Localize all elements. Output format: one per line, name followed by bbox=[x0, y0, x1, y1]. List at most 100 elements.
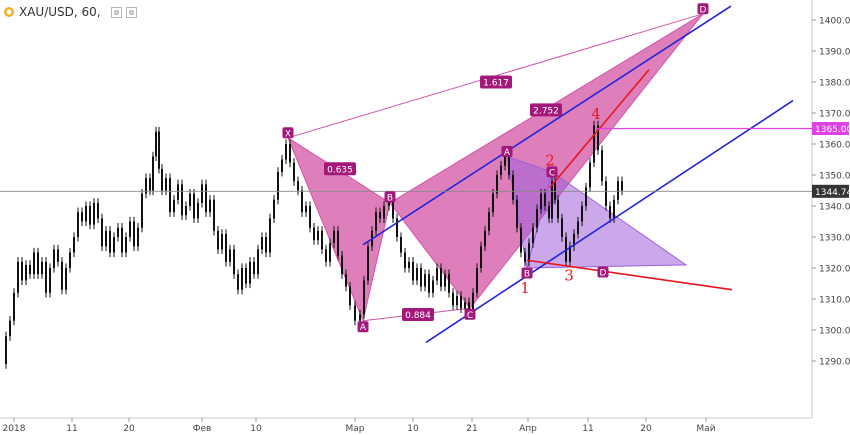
ratio-label: 1.617 bbox=[483, 79, 509, 89]
candle-body bbox=[253, 261, 255, 275]
candle-body bbox=[41, 261, 43, 275]
candle-body bbox=[532, 227, 534, 244]
trend-line-1-3 bbox=[526, 259, 733, 291]
candle-body bbox=[105, 230, 107, 247]
candle-body bbox=[77, 212, 79, 237]
candle-body bbox=[480, 246, 482, 268]
wave-number-label: 4 bbox=[591, 105, 601, 123]
candle-body bbox=[516, 199, 518, 228]
price-tick-label: 1350.00 bbox=[819, 172, 850, 182]
candle-body bbox=[93, 202, 95, 225]
time-tick-label: 21 bbox=[466, 424, 477, 434]
candle-body bbox=[551, 181, 553, 219]
candle-body bbox=[504, 153, 506, 166]
xabcd-point-label-bg bbox=[697, 3, 709, 15]
ratio-label-bg bbox=[402, 308, 434, 321]
candle-body bbox=[484, 230, 486, 247]
candle-body bbox=[269, 218, 271, 253]
candle-body bbox=[388, 199, 390, 206]
candle-body bbox=[359, 314, 361, 321]
candle-body bbox=[341, 255, 343, 275]
level-price-tag: 1365.00 bbox=[815, 125, 850, 135]
xabcd-point-label-bg bbox=[357, 321, 369, 333]
candle-body bbox=[137, 227, 139, 247]
candle-body bbox=[221, 233, 223, 250]
candle-body bbox=[121, 227, 123, 253]
candle-body bbox=[17, 261, 19, 293]
candle-body bbox=[367, 246, 369, 281]
candle-body bbox=[113, 237, 115, 253]
abcd-point-label-bg bbox=[546, 166, 558, 178]
candle-body bbox=[185, 206, 187, 216]
chart-header: XAU/USD, 60, bbox=[3, 5, 137, 19]
candle-body bbox=[379, 212, 381, 219]
candle-body bbox=[209, 199, 211, 213]
xabcd-point-label-bg bbox=[282, 127, 294, 139]
abcd-point-label-bg bbox=[501, 145, 513, 157]
candle-body bbox=[476, 268, 478, 293]
candle-body bbox=[281, 159, 283, 172]
settings-icon[interactable] bbox=[125, 6, 137, 18]
candle-body bbox=[37, 252, 39, 275]
candle-body bbox=[225, 233, 227, 262]
candle-body bbox=[249, 261, 251, 284]
xabcd-point-label: A bbox=[360, 323, 367, 333]
price-tick-label: 1320.00 bbox=[819, 265, 850, 275]
candle-body bbox=[464, 302, 466, 309]
candle-body bbox=[448, 274, 450, 293]
candle-body bbox=[581, 206, 583, 222]
price-tick-label: 1300.00 bbox=[819, 327, 850, 337]
candle-body bbox=[189, 193, 191, 206]
candle-body bbox=[201, 184, 203, 203]
price-tick-label: 1340.00 bbox=[819, 203, 850, 213]
candle-body bbox=[573, 233, 575, 247]
candle-body bbox=[237, 274, 239, 290]
candle-body bbox=[500, 165, 502, 175]
candle-body bbox=[597, 125, 599, 151]
candle-body bbox=[297, 181, 299, 191]
candle-body bbox=[277, 171, 279, 200]
candle-body bbox=[293, 162, 295, 182]
abcd-point-label: C bbox=[549, 168, 555, 178]
time-tick-label: 20 bbox=[640, 424, 652, 434]
candle-body bbox=[321, 230, 323, 250]
candle-body bbox=[29, 264, 31, 275]
candle-body bbox=[245, 268, 247, 284]
price-tick-label: 1370.00 bbox=[819, 110, 850, 120]
candle-body bbox=[593, 125, 595, 163]
abcd-point-label-bg bbox=[521, 267, 533, 279]
candle-body bbox=[468, 302, 470, 312]
candle-body bbox=[257, 249, 259, 275]
candle-body bbox=[396, 218, 398, 237]
candle-body bbox=[440, 268, 442, 287]
time-tick-label: 11 bbox=[66, 424, 77, 434]
wave-number-label: 3 bbox=[564, 266, 574, 284]
candle-body bbox=[285, 144, 287, 160]
candle-body bbox=[229, 249, 231, 262]
eye-icon[interactable] bbox=[110, 6, 122, 18]
candle-body bbox=[444, 274, 446, 287]
candle-body bbox=[621, 181, 623, 191]
price-tick-label: 1310.00 bbox=[819, 296, 850, 306]
candle-body bbox=[472, 292, 474, 312]
candle-body bbox=[241, 268, 243, 290]
candle-body bbox=[161, 168, 163, 191]
candle-body bbox=[193, 193, 195, 219]
candle-body bbox=[45, 261, 47, 293]
candle-body bbox=[363, 280, 365, 315]
candle-body bbox=[488, 212, 490, 231]
candle-body bbox=[585, 187, 587, 206]
candle-body bbox=[81, 212, 83, 222]
candle-body bbox=[65, 268, 67, 290]
candle-body bbox=[589, 162, 591, 188]
candle-body bbox=[512, 175, 514, 200]
candle-body bbox=[329, 243, 331, 262]
candle-body bbox=[69, 252, 71, 268]
candle-body bbox=[520, 227, 522, 253]
xabcd-point-label: B bbox=[387, 193, 393, 203]
candle-body bbox=[492, 193, 494, 213]
xabcd-point-label: X bbox=[285, 129, 291, 139]
ratio-label: 0.635 bbox=[327, 165, 353, 175]
